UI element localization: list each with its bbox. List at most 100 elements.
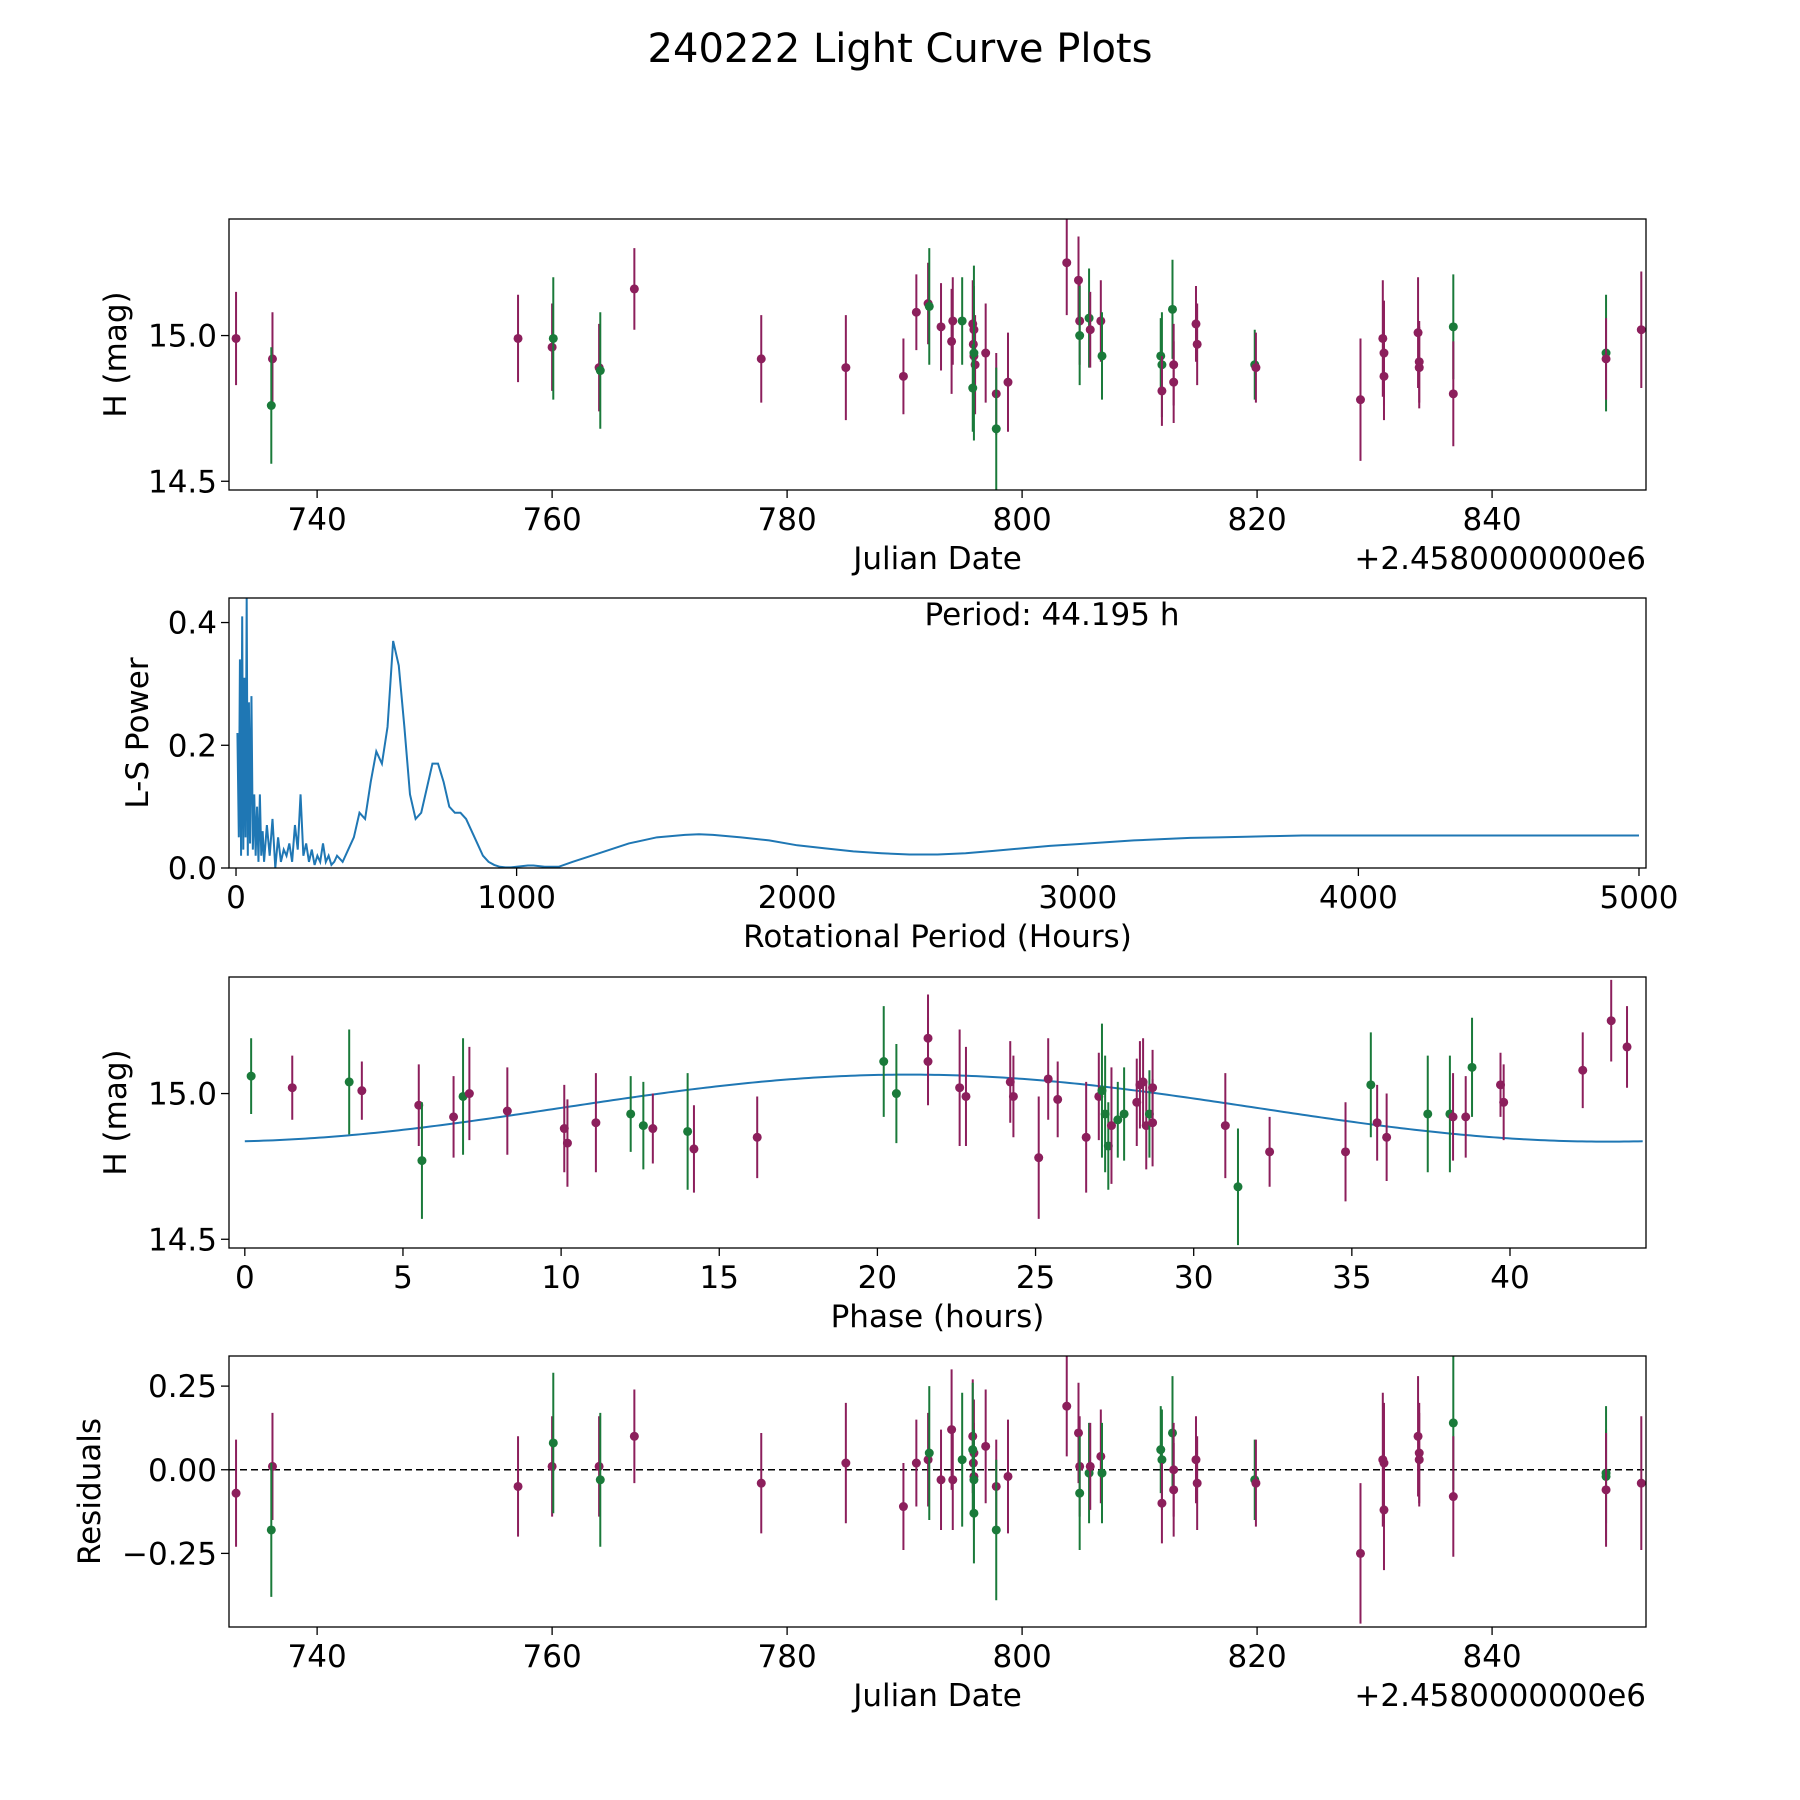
data-point bbox=[547, 342, 557, 352]
x-tick-label: 740 bbox=[288, 502, 347, 538]
data-point bbox=[841, 1458, 851, 1468]
data-point bbox=[1113, 1115, 1123, 1125]
data-point bbox=[991, 424, 1001, 434]
data-point bbox=[1636, 325, 1646, 335]
plot-area bbox=[244, 979, 1643, 1246]
x-tick-label: 20 bbox=[858, 1260, 897, 1296]
data-point bbox=[548, 1438, 558, 1448]
data-point bbox=[357, 1086, 367, 1096]
data-point bbox=[1008, 1091, 1018, 1101]
data-point bbox=[957, 316, 967, 326]
x-tick-label: 800 bbox=[993, 502, 1052, 538]
data-point bbox=[1085, 1461, 1095, 1471]
data-point bbox=[1379, 371, 1389, 381]
data-point bbox=[548, 333, 558, 343]
data-point bbox=[547, 1461, 557, 1471]
data-point bbox=[1191, 1455, 1201, 1465]
data-point bbox=[1167, 304, 1177, 314]
data-point bbox=[1085, 325, 1095, 335]
y-tick-label: 0.0 bbox=[168, 851, 217, 887]
data-point bbox=[936, 1475, 946, 1485]
data-point bbox=[1366, 1080, 1376, 1090]
data-point bbox=[464, 1089, 474, 1099]
axes-frame bbox=[228, 218, 1647, 491]
data-point bbox=[948, 316, 958, 326]
data-point bbox=[1414, 1455, 1424, 1465]
data-point bbox=[595, 1475, 605, 1485]
data-point bbox=[1106, 1121, 1116, 1131]
data-point bbox=[1448, 322, 1458, 332]
x-tick-label: 800 bbox=[993, 1639, 1052, 1675]
data-point bbox=[898, 1502, 908, 1512]
x-tick-label: 740 bbox=[288, 1639, 347, 1675]
data-point bbox=[948, 1475, 958, 1485]
data-point bbox=[231, 333, 241, 343]
data-point bbox=[266, 1525, 276, 1535]
data-point bbox=[267, 1461, 277, 1471]
data-point bbox=[594, 1461, 604, 1471]
data-point bbox=[1084, 1468, 1094, 1478]
y-tick-label: 0.2 bbox=[168, 728, 217, 764]
data-point bbox=[1062, 258, 1072, 268]
data-point bbox=[1461, 1112, 1471, 1122]
data-point bbox=[1062, 1401, 1072, 1411]
data-point bbox=[417, 1156, 427, 1166]
data-point bbox=[957, 1455, 967, 1465]
data-point bbox=[981, 1441, 991, 1451]
x-tick-label: 780 bbox=[758, 502, 817, 538]
data-point bbox=[991, 1525, 1001, 1535]
phased-panel: 0 5 10 15 20 25 30 35 40 15.0 14.5 Phase (hours) H (… bbox=[98, 976, 1647, 1335]
data-point bbox=[1073, 275, 1083, 285]
data-point bbox=[969, 348, 979, 358]
data-point bbox=[595, 366, 605, 376]
data-point bbox=[562, 1138, 572, 1148]
data-point bbox=[1167, 1428, 1177, 1438]
data-point bbox=[1379, 1505, 1389, 1515]
data-point bbox=[683, 1126, 693, 1136]
data-point bbox=[1378, 333, 1388, 343]
data-point bbox=[1372, 1118, 1382, 1128]
y-tick-label: 14.5 bbox=[148, 1222, 217, 1258]
data-point bbox=[1448, 1112, 1458, 1122]
data-point bbox=[879, 1057, 889, 1067]
data-point bbox=[1220, 1121, 1230, 1131]
y-axis-label: H (mag) bbox=[98, 1049, 134, 1175]
data-point bbox=[1192, 1478, 1202, 1488]
data-point bbox=[1265, 1147, 1275, 1157]
y-tick-label: 14.5 bbox=[148, 464, 217, 500]
x-offset-label: +2.4580000000e6 bbox=[1354, 541, 1646, 577]
y-axis-label: H (mag) bbox=[98, 291, 134, 417]
data-point bbox=[1355, 1548, 1365, 1558]
data-point bbox=[968, 383, 978, 393]
data-point bbox=[1169, 1485, 1179, 1495]
data-point bbox=[1075, 1488, 1085, 1498]
data-point bbox=[689, 1144, 699, 1154]
data-point bbox=[1341, 1147, 1351, 1157]
x-tick-label: 780 bbox=[758, 1639, 817, 1675]
axes-frame bbox=[228, 976, 1647, 1249]
data-point bbox=[1003, 1471, 1013, 1481]
x-tick-label: 30 bbox=[1174, 1260, 1213, 1296]
lightcurve-panel: 740 760 780 800 820 840 15.0 14.5 Julian Date H (… bbox=[98, 218, 1647, 577]
x-offset-label: +2.4580000000e6 bbox=[1354, 1678, 1646, 1714]
data-point bbox=[591, 1118, 601, 1128]
x-tick-label: 5 bbox=[393, 1260, 413, 1296]
data-point bbox=[1156, 1445, 1166, 1455]
data-point bbox=[752, 1132, 762, 1142]
x-tick-label: 15 bbox=[700, 1260, 739, 1296]
data-point bbox=[1448, 1492, 1458, 1502]
data-point bbox=[1043, 1074, 1053, 1084]
y-tick-label: 15.0 bbox=[148, 1077, 217, 1113]
residuals-panel: 740 760 780 800 820 840 0.25 0.00 −0.25 Julian Da… bbox=[72, 1355, 1647, 1714]
data-point bbox=[1097, 351, 1107, 361]
data-point bbox=[638, 1121, 648, 1131]
x-tick-label: 25 bbox=[1016, 1260, 1055, 1296]
y-tick-label: 0.25 bbox=[148, 1369, 217, 1405]
data-point bbox=[1355, 395, 1365, 405]
y-tick-label: 15.0 bbox=[148, 319, 217, 355]
data-point bbox=[1499, 1097, 1509, 1107]
data-point bbox=[1622, 1042, 1632, 1052]
x-tick-label: 820 bbox=[1228, 1639, 1287, 1675]
data-point bbox=[1081, 1132, 1091, 1142]
